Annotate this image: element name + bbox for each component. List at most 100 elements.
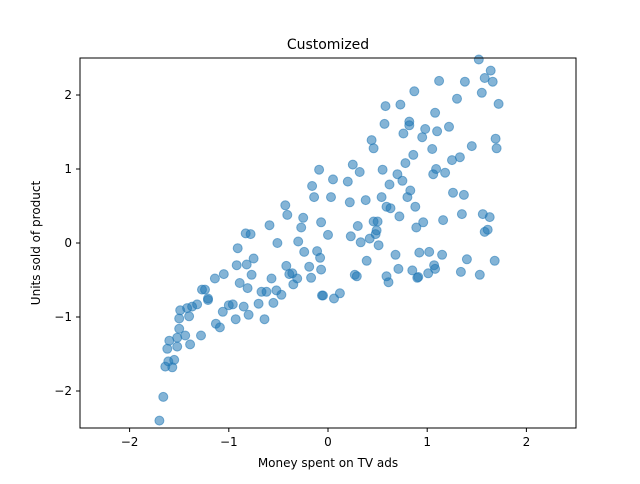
data-point (371, 225, 382, 236)
data-point (474, 269, 485, 280)
x-tick-label: −1 (220, 435, 238, 449)
data-point (484, 212, 495, 223)
y-tick-label: −2 (54, 384, 72, 398)
data-point (158, 391, 169, 402)
data-point (342, 176, 353, 187)
data-point (232, 243, 243, 254)
data-point (196, 330, 206, 341)
data-point (395, 99, 406, 110)
x-tick-label: 1 (423, 435, 431, 449)
data-point (380, 101, 391, 112)
data-point (162, 343, 173, 354)
data-point (253, 298, 264, 309)
data-point (209, 273, 220, 284)
data-point (347, 159, 358, 170)
data-point (234, 278, 245, 288)
data-point (476, 87, 487, 98)
data-point (409, 86, 420, 97)
data-point (314, 164, 325, 175)
data-point (383, 277, 394, 288)
data-point (407, 265, 418, 276)
data-point (316, 217, 327, 228)
data-point (423, 268, 434, 279)
data-point (299, 246, 310, 257)
x-axis-label: Money spent on TV ads (258, 456, 398, 470)
data-point (154, 415, 165, 426)
data-point (307, 181, 318, 191)
data-point (397, 175, 408, 186)
data-point (452, 93, 462, 104)
data-point (304, 261, 315, 272)
data-point (355, 237, 366, 248)
data-point (345, 231, 356, 242)
x-tick-label: 0 (324, 435, 332, 449)
data-point (418, 217, 429, 228)
y-axis-label: Units sold of product (29, 181, 43, 306)
data-point (266, 273, 277, 284)
data-point (230, 314, 241, 325)
data-point (276, 289, 287, 300)
data-point (424, 246, 435, 257)
data-point (282, 209, 293, 220)
data-point (200, 284, 210, 295)
y-tick-label: −1 (54, 310, 72, 324)
data-point (411, 222, 422, 233)
data-point (448, 187, 458, 198)
data-point (315, 252, 326, 263)
data-point (180, 330, 191, 341)
data-point (368, 143, 379, 154)
data-point (298, 212, 309, 223)
data-point (366, 135, 377, 146)
data-point (238, 301, 249, 312)
y-tick-label: 2 (64, 88, 72, 102)
data-point (454, 152, 465, 163)
data-point (259, 314, 270, 325)
data-point (231, 260, 242, 271)
data-point (385, 203, 396, 214)
data-point (316, 264, 327, 275)
data-point (242, 283, 253, 294)
x-tick-label: −2 (121, 435, 139, 449)
data-point (432, 126, 443, 137)
data-point (408, 149, 419, 160)
data-point (296, 222, 307, 233)
data-point (458, 189, 469, 200)
data-point (292, 273, 303, 284)
data-point (487, 76, 498, 87)
data-point (264, 220, 275, 231)
data-point (174, 323, 185, 334)
data-point (354, 167, 365, 177)
data-point (185, 339, 196, 350)
data-point (473, 54, 484, 65)
data-point (390, 249, 401, 260)
data-point (493, 98, 504, 109)
data-point (393, 263, 404, 274)
data-point (323, 229, 333, 240)
data-point (360, 195, 371, 206)
data-point (489, 255, 500, 266)
y-axis-ticks: −2 −1 0 1 2 (54, 88, 80, 398)
points-layer (154, 54, 504, 426)
y-tick-label: 1 (64, 162, 72, 176)
data-point (414, 247, 425, 258)
data-point (203, 293, 213, 304)
data-point (438, 215, 449, 226)
data-point (248, 253, 259, 264)
data-point (434, 75, 445, 86)
data-point (430, 263, 441, 274)
data-point (377, 164, 388, 175)
data-point (326, 192, 336, 203)
data-point (400, 158, 411, 169)
data-point (352, 221, 363, 231)
data-point (417, 132, 428, 143)
data-point (318, 290, 328, 301)
data-point (218, 269, 229, 280)
data-point (485, 65, 496, 76)
data-point (272, 238, 283, 248)
data-point (243, 309, 254, 320)
x-tick-label: 2 (523, 435, 531, 449)
data-point (241, 259, 252, 270)
data-point (373, 240, 384, 251)
